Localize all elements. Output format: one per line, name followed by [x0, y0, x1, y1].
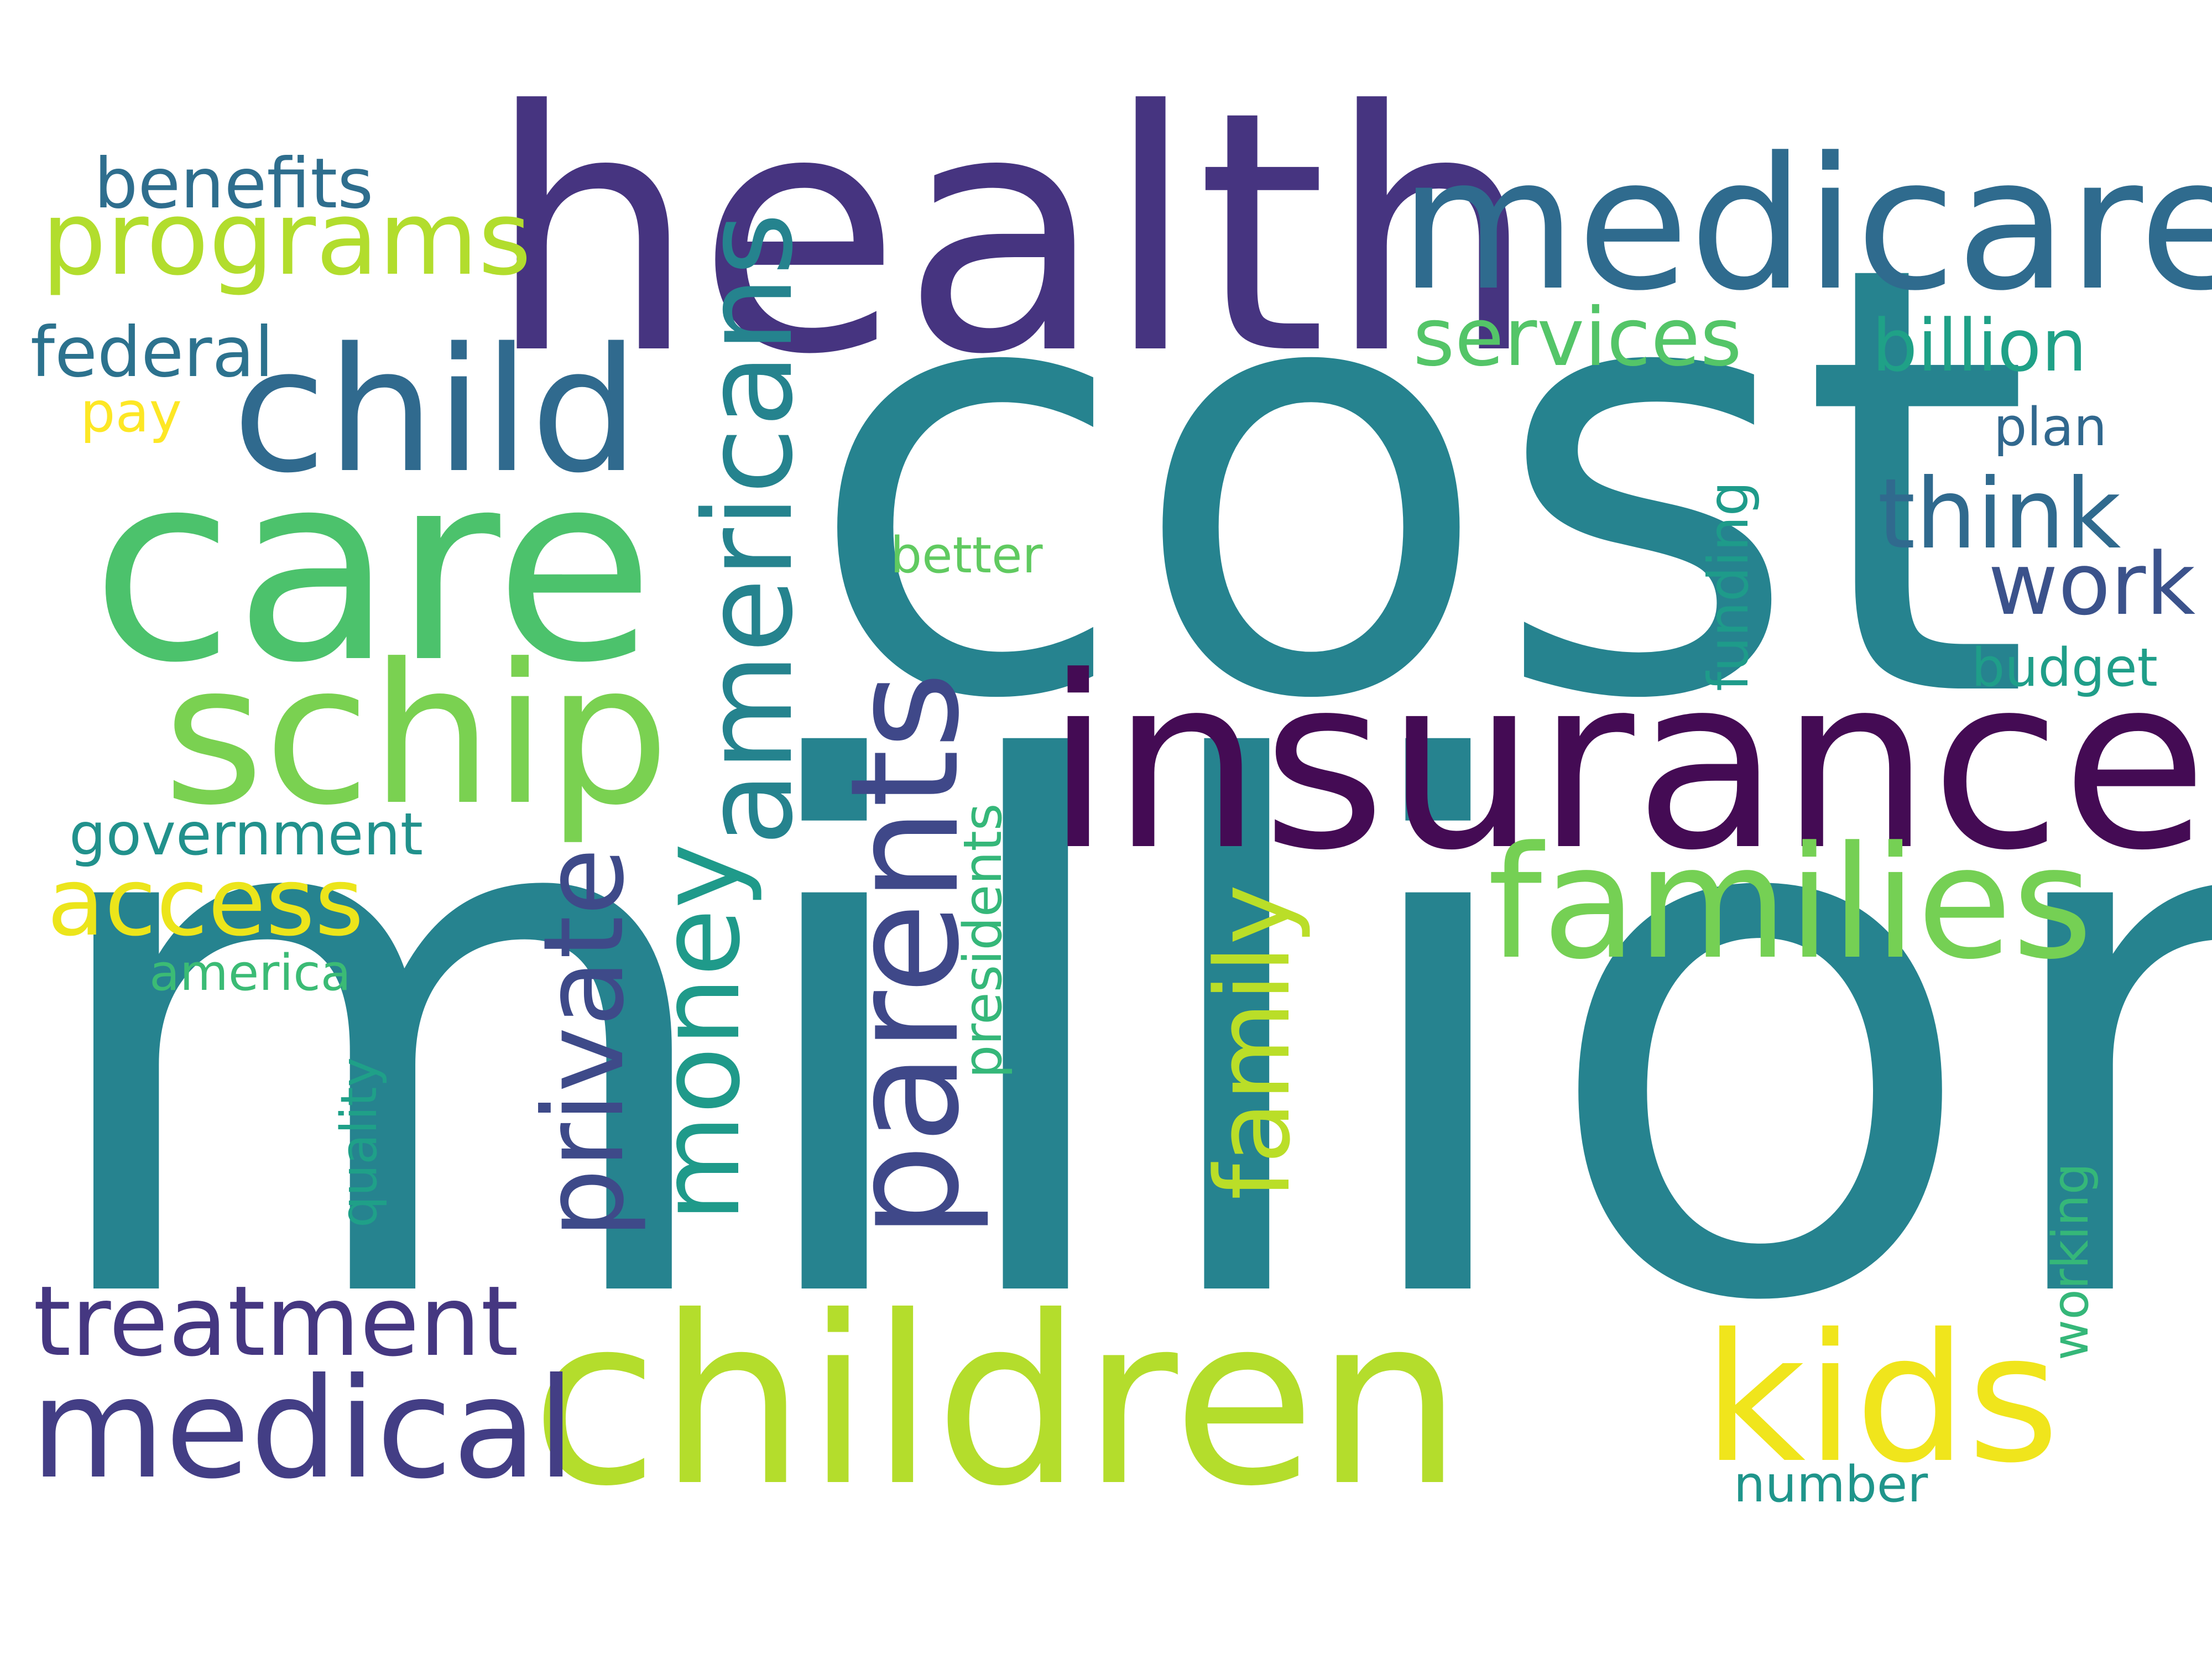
- word-programs: programs: [41, 179, 531, 298]
- word-care: care: [91, 417, 655, 719]
- word-health: health: [487, 40, 1537, 427]
- word-medicare: medicare: [1399, 118, 2212, 331]
- word-schip: schip: [163, 622, 670, 848]
- word-treatment: treatment: [33, 1266, 519, 1378]
- word-access: access: [47, 848, 364, 957]
- word-government: government: [69, 801, 423, 868]
- word-number: number: [1734, 1455, 1928, 1514]
- word-pay: pay: [80, 380, 182, 445]
- word-cost: cost: [805, 140, 2032, 828]
- word-family: family: [1193, 884, 1313, 1200]
- word-presidents: presidents: [953, 804, 1014, 1078]
- word-money: money: [636, 843, 765, 1222]
- word-billion: billion: [1872, 304, 2087, 388]
- word-funding: funding: [1696, 481, 1761, 691]
- word-medical: medical: [30, 1348, 576, 1509]
- word-services: services: [1413, 291, 1742, 384]
- word-million: million: [28, 616, 2212, 1459]
- word-plan: plan: [1994, 397, 2107, 458]
- word-child: child: [232, 311, 639, 511]
- word-federal: federal: [30, 312, 274, 393]
- word-parents: parents: [818, 671, 992, 1239]
- word-america: america: [149, 944, 351, 1002]
- word-better: better: [890, 526, 1042, 585]
- word-families: families: [1488, 813, 2093, 994]
- word-kids: kids: [1703, 1296, 2059, 1502]
- word-work: work: [1988, 534, 2195, 634]
- word-quality: quality: [330, 1057, 388, 1228]
- word-children: children: [531, 1267, 1463, 1537]
- word-budget: budget: [1971, 638, 2158, 698]
- word-benefits: benefits: [94, 144, 373, 224]
- word-private: private: [520, 848, 649, 1239]
- word-working: working: [2042, 1163, 2100, 1360]
- word-americans: americans: [678, 212, 820, 846]
- word-insurance: insurance: [1045, 626, 2208, 902]
- word-think: think: [1877, 458, 2121, 571]
